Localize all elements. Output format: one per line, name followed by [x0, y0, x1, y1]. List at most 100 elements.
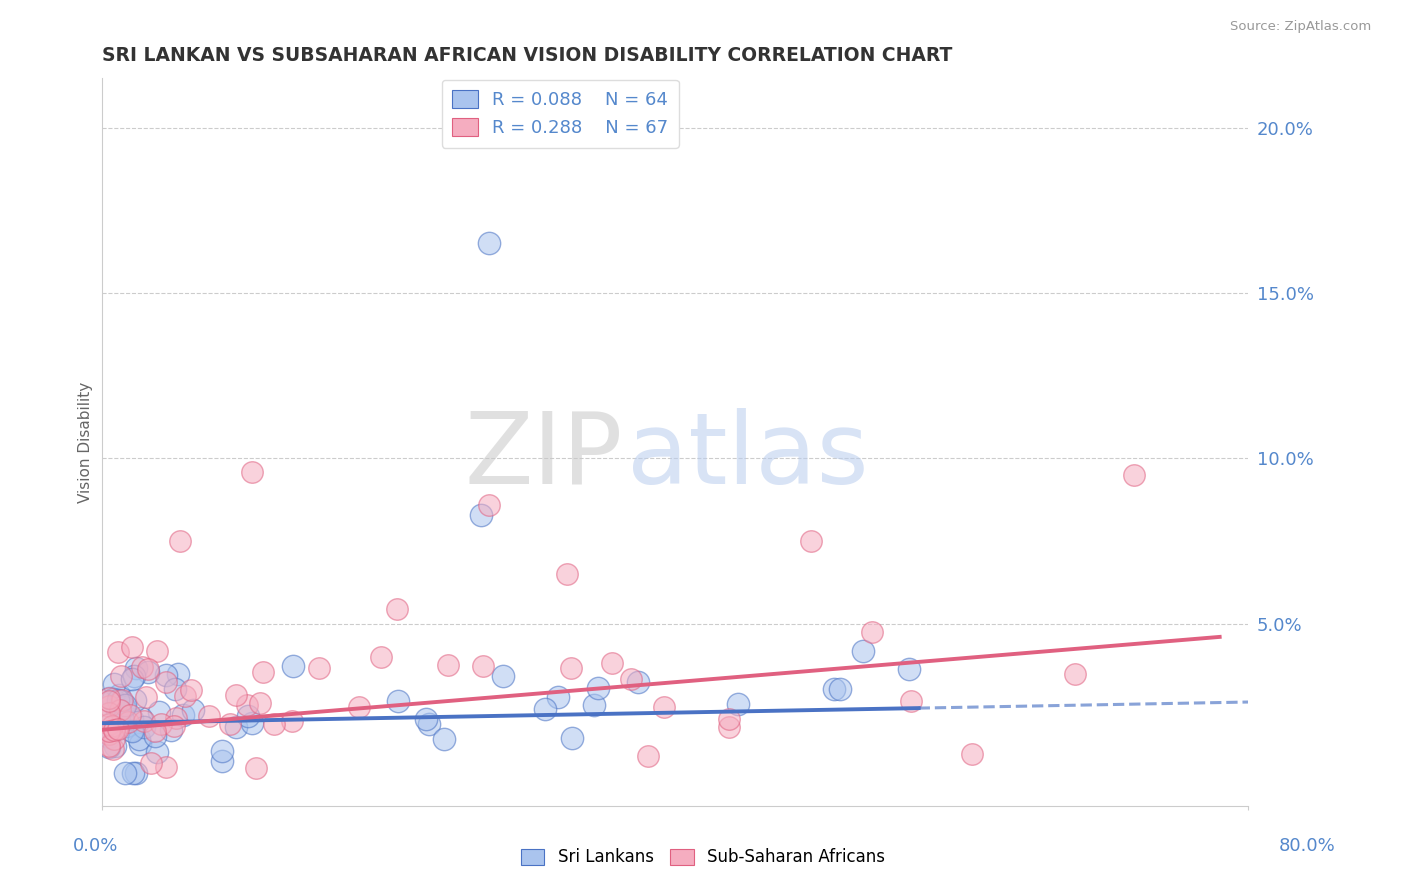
Point	[105, 721, 128, 735]
Text: atlas: atlas	[627, 408, 869, 505]
Point	[97, 716, 120, 731]
Point	[104, 739, 127, 754]
Point	[155, 760, 177, 774]
Point	[370, 650, 392, 665]
Y-axis label: Vision Disability: Vision Disability	[79, 381, 93, 502]
Point	[385, 601, 408, 615]
Point	[136, 662, 159, 676]
Point	[240, 465, 263, 479]
Point	[125, 765, 148, 780]
Point	[172, 707, 194, 722]
Point	[97, 726, 120, 740]
Point	[149, 717, 172, 731]
Point	[211, 754, 233, 768]
Point	[163, 719, 186, 733]
Point	[155, 668, 177, 682]
Point	[101, 718, 124, 732]
Point	[114, 719, 136, 733]
Point	[583, 698, 606, 712]
Point	[97, 727, 120, 741]
Point	[103, 723, 125, 738]
Point	[111, 693, 134, 707]
Point	[415, 712, 437, 726]
Point	[218, 717, 240, 731]
Point	[160, 723, 183, 738]
Legend: Sri Lankans, Sub-Saharan Africans: Sri Lankans, Sub-Saharan Africans	[515, 842, 891, 873]
Point	[174, 690, 197, 704]
Point	[134, 719, 156, 733]
Point	[225, 720, 247, 734]
Point	[108, 703, 131, 717]
Point	[437, 657, 460, 672]
Point	[433, 731, 456, 746]
Point	[900, 694, 922, 708]
Point	[97, 730, 120, 744]
Point	[125, 661, 148, 675]
Legend: R = 0.088    N = 64, R = 0.288    N = 67: R = 0.088 N = 64, R = 0.288 N = 67	[441, 79, 679, 148]
Point	[103, 731, 125, 746]
Point	[97, 691, 120, 706]
Point	[245, 760, 267, 774]
Point	[97, 706, 120, 720]
Point	[166, 667, 188, 681]
Point	[163, 681, 186, 696]
Point	[478, 498, 501, 512]
Point	[107, 645, 129, 659]
Point	[860, 625, 883, 640]
Point	[134, 714, 156, 728]
Point	[143, 729, 166, 743]
Point	[122, 669, 145, 683]
Point	[112, 713, 135, 727]
Point	[181, 703, 204, 717]
Point	[547, 690, 569, 704]
Point	[347, 700, 370, 714]
Point	[235, 698, 257, 713]
Point	[143, 723, 166, 738]
Point	[249, 696, 271, 710]
Point	[600, 656, 623, 670]
Point	[180, 682, 202, 697]
Point	[898, 662, 921, 676]
Point	[960, 747, 983, 762]
Point	[131, 711, 153, 725]
Point	[129, 737, 152, 751]
Point	[107, 722, 129, 736]
Point	[97, 706, 120, 721]
Text: 80.0%: 80.0%	[1279, 837, 1336, 855]
Point	[97, 691, 120, 706]
Point	[103, 677, 125, 691]
Point	[478, 236, 501, 251]
Point	[169, 534, 191, 549]
Point	[492, 669, 515, 683]
Point	[97, 723, 120, 738]
Point	[560, 661, 582, 675]
Point	[146, 745, 169, 759]
Point	[114, 698, 136, 712]
Point	[387, 694, 409, 708]
Point	[471, 659, 494, 673]
Point	[121, 724, 143, 739]
Point	[225, 688, 247, 702]
Point	[727, 698, 749, 712]
Point	[852, 644, 875, 658]
Point	[122, 765, 145, 780]
Point	[121, 640, 143, 654]
Point	[281, 714, 304, 728]
Point	[155, 674, 177, 689]
Point	[97, 740, 120, 755]
Point	[114, 765, 136, 780]
Point	[652, 700, 675, 714]
Point	[557, 567, 579, 582]
Point	[136, 665, 159, 680]
Point	[128, 732, 150, 747]
Text: ZIP: ZIP	[465, 408, 623, 505]
Point	[236, 709, 259, 723]
Point	[121, 712, 143, 726]
Point	[561, 731, 583, 745]
Point	[107, 688, 129, 702]
Point	[620, 672, 643, 686]
Point	[470, 508, 492, 522]
Point	[121, 672, 143, 686]
Point	[148, 705, 170, 719]
Point	[135, 690, 157, 704]
